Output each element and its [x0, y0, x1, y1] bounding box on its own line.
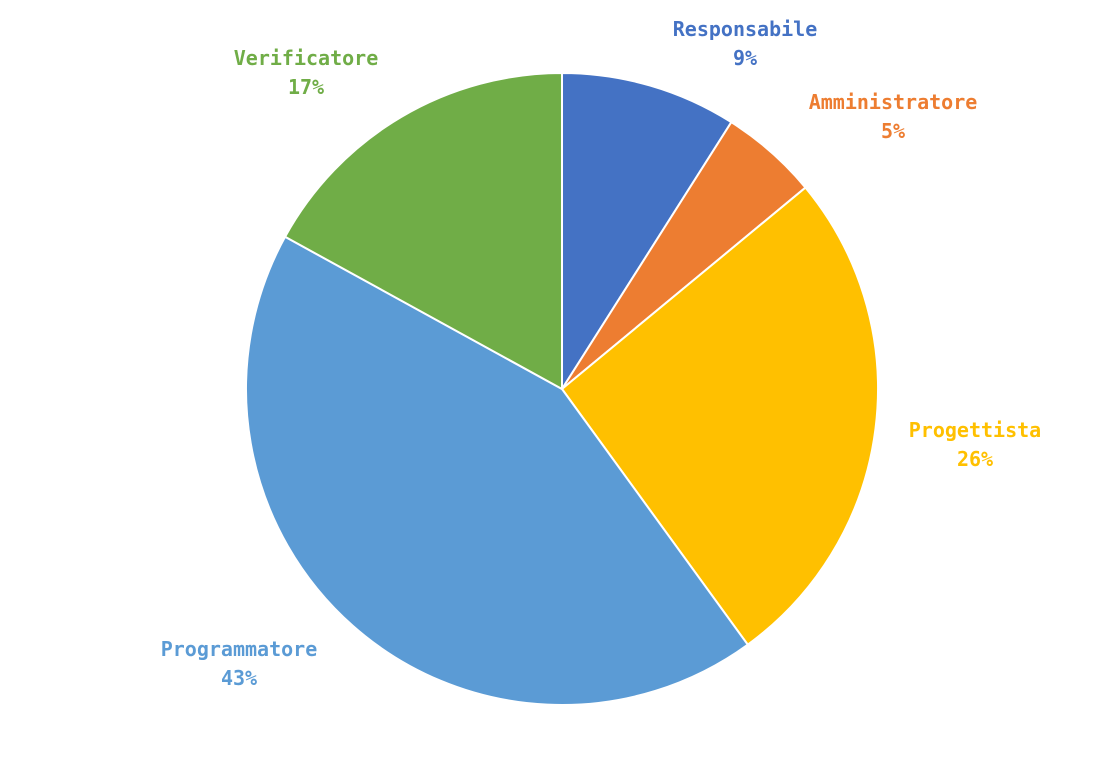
pie-slice-verificatore [284, 72, 563, 390]
data-label-category: Verificatore [234, 46, 379, 70]
data-label-percentage: 17% [288, 75, 324, 99]
pie-data-labels: Responsabile 9% Amministratore 5% Progettist… [161, 17, 1042, 690]
data-label-category: Responsabile [673, 17, 818, 41]
data-label-category: Amministratore [809, 90, 978, 114]
data-label-percentage: 43% [221, 666, 257, 690]
data-label-programmatore: Programmatore 43% [161, 637, 318, 690]
data-label-verificatore: Verificatore 17% [234, 46, 379, 99]
data-label-responsabile: Responsabile 9% [673, 17, 818, 70]
data-label-percentage: 26% [957, 447, 993, 471]
data-label-category: Programmatore [161, 637, 318, 661]
data-label-amministratore: Amministratore 5% [809, 90, 978, 143]
data-label-progettista: Progettista 26% [909, 418, 1041, 471]
data-label-percentage: 5% [881, 119, 905, 143]
pie-slices [245, 72, 879, 706]
pie-slice-progettista [561, 186, 879, 646]
pie-slice-responsabile [561, 72, 733, 390]
pie-slice-programmatore [245, 235, 749, 706]
data-label-percentage: 9% [733, 46, 757, 70]
data-label-category: Progettista [909, 418, 1041, 442]
